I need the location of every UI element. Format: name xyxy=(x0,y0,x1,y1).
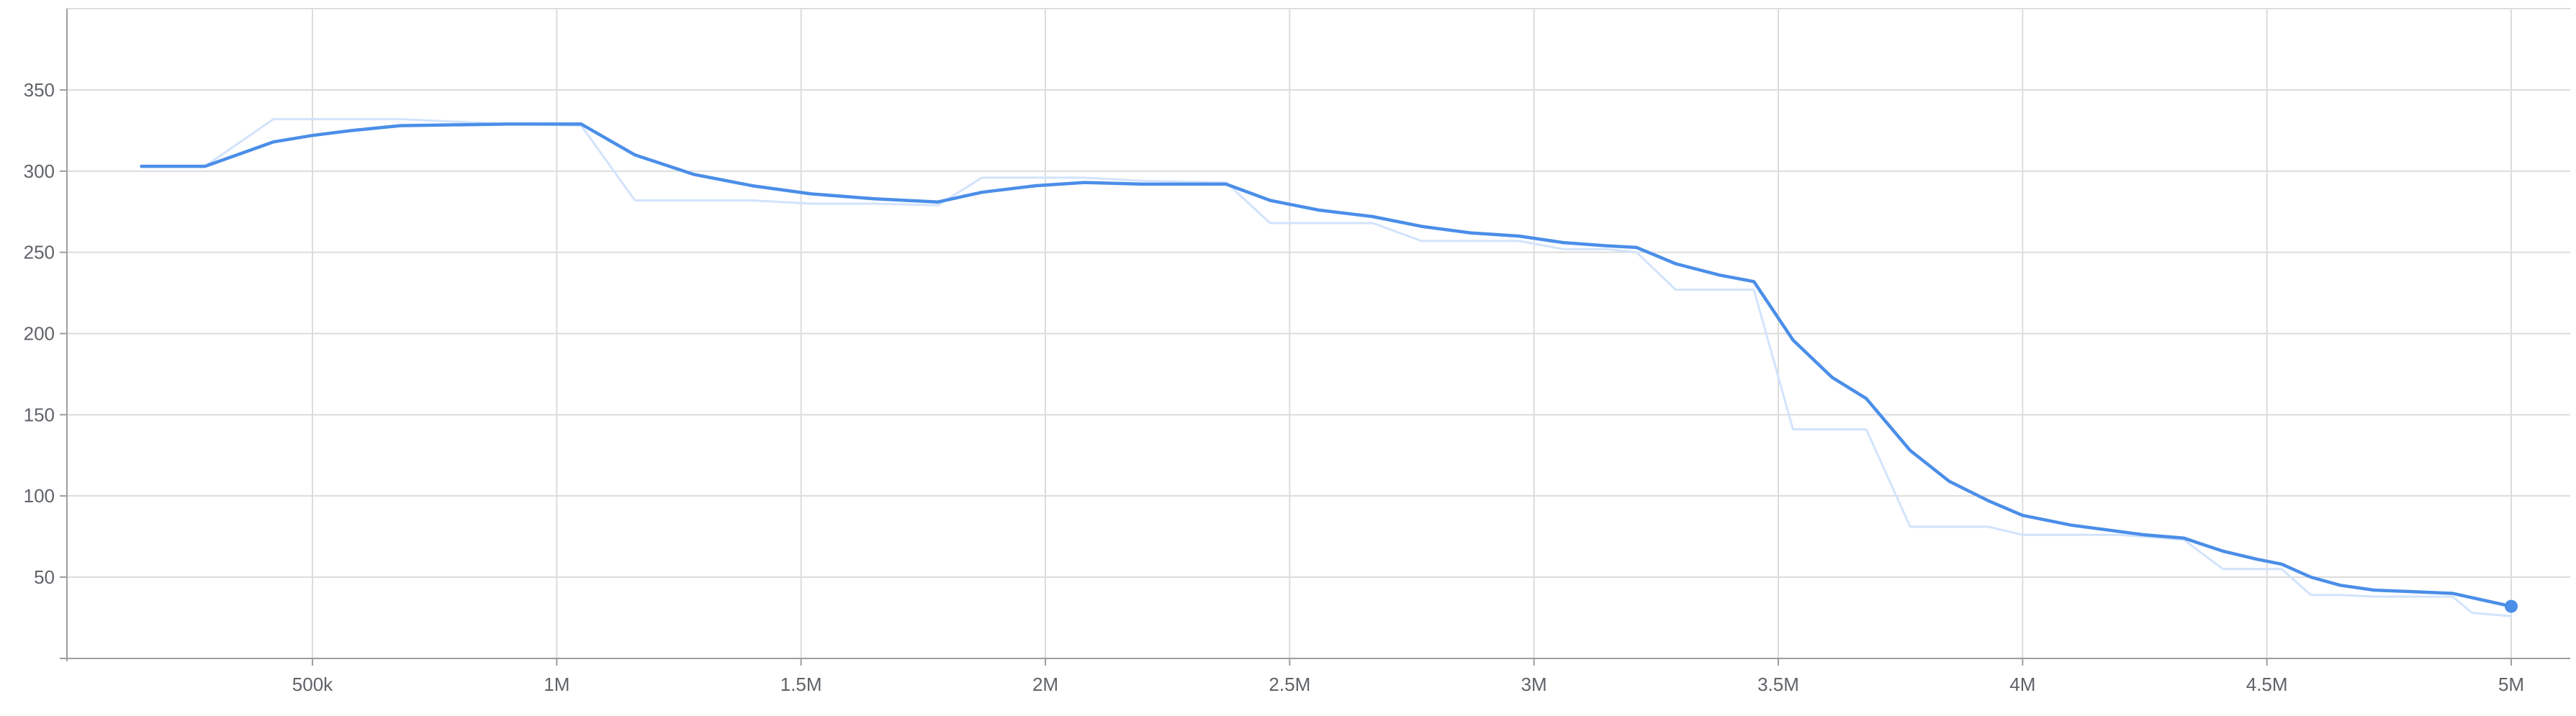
y-tick-label: 300 xyxy=(24,160,55,182)
x-tick-label: 5M xyxy=(2498,674,2524,695)
x-tick-label: 4M xyxy=(2009,674,2035,695)
y-tick-label: 100 xyxy=(24,485,55,507)
end-markers xyxy=(2505,599,2518,613)
x-tick-label: 500k xyxy=(292,674,333,695)
x-tick-label: 3.5M xyxy=(1757,674,1799,695)
end-point-marker xyxy=(2505,599,2518,613)
x-tick-label: 1M xyxy=(544,674,569,695)
y-tick-label: 200 xyxy=(24,323,55,345)
axes xyxy=(60,9,2570,666)
x-tick-label: 1.5M xyxy=(780,674,822,695)
y-tick-label: 50 xyxy=(34,566,55,588)
x-tick-label: 3M xyxy=(1521,674,1547,695)
grid-lines xyxy=(67,8,2570,658)
y-tick-label: 250 xyxy=(24,242,55,263)
x-tick-label: 2.5M xyxy=(1269,674,1310,695)
x-tick-label: 2M xyxy=(1032,674,1058,695)
y-tick-label: 350 xyxy=(24,79,55,101)
smoothed-series-line xyxy=(140,122,2513,608)
series-lines xyxy=(140,118,2513,617)
x-tick-label: 4.5M xyxy=(2246,674,2288,695)
y-tick-label: 150 xyxy=(24,404,55,425)
tick-labels: 50 100 150 200 250 300 350 500k 1M 1.5M 2M 2.5M 3M 3.… xyxy=(24,79,2524,695)
raw-series-line xyxy=(140,118,2513,617)
